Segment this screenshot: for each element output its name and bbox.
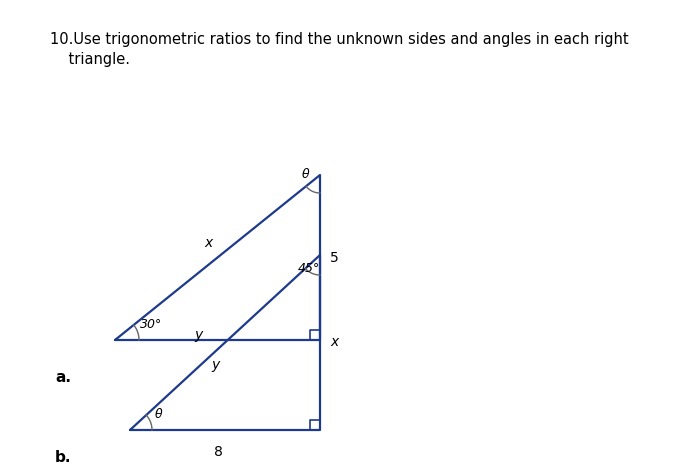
Text: x: x: [330, 335, 339, 349]
Text: y: y: [211, 358, 219, 372]
Text: θ: θ: [302, 168, 310, 181]
Text: b.: b.: [55, 450, 71, 465]
Text: 10.Use trigonometric ratios to find the unknown sides and angles in each right: 10.Use trigonometric ratios to find the …: [50, 32, 629, 47]
Text: 45°: 45°: [298, 262, 320, 275]
Text: x: x: [204, 236, 212, 250]
Text: 8: 8: [214, 445, 223, 459]
Text: θ: θ: [155, 408, 163, 421]
Text: 5: 5: [330, 251, 339, 265]
Text: y: y: [195, 328, 203, 342]
Text: a.: a.: [55, 370, 71, 385]
Text: 30°: 30°: [140, 318, 162, 331]
Text: triangle.: triangle.: [50, 52, 130, 67]
